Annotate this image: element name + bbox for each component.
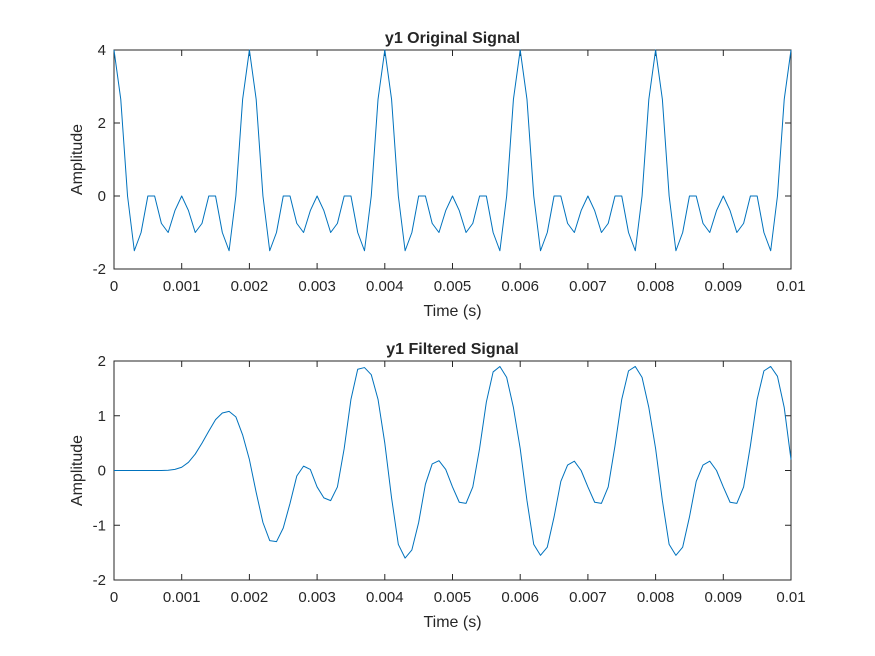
x-tick-label: 0.006 [501,589,539,606]
y-tick-label: 0 [98,188,106,205]
x-axis-label: Time (s) [423,614,481,631]
chart-title: y1 Original Signal [385,30,520,47]
y-tick-label: 2 [98,353,106,370]
x-tick-label: 0.004 [366,589,404,606]
x-tick-label: 0.003 [298,589,336,606]
x-tick-label: 0.009 [705,589,743,606]
x-tick-label: 0 [110,278,118,295]
x-tick-label: 0.007 [569,278,607,295]
x-tick-label: 0.006 [501,278,539,295]
y-tick-label: 4 [98,42,106,59]
y-tick-label: 2 [98,115,106,132]
x-tick-label: 0.005 [434,278,472,295]
y-tick-label: -2 [93,572,106,589]
y-tick-label: 1 [98,408,106,425]
x-tick-label: 0.008 [637,278,675,295]
y-axis-label: Amplitude [69,124,86,195]
y-tick-label: -1 [93,517,106,534]
x-tick-label: 0.004 [366,278,404,295]
y-axis-label: Amplitude [69,435,86,506]
x-tick-label: 0.01 [776,589,805,606]
x-tick-label: 0 [110,589,118,606]
x-tick-label: 0.009 [705,278,743,295]
series-line [114,365,792,559]
original-signal-plot: y1 Original Signal 0 0.001 0.002 0.003 0.004 0… [69,30,806,320]
series-line [113,49,792,252]
x-tick-label: 0.002 [231,589,269,606]
x-tick-label: 0.003 [298,278,336,295]
y-tick-label: 0 [98,463,106,480]
x-axis-label: Time (s) [423,303,481,320]
x-tick-label: 0.005 [434,589,472,606]
filtered-signal-plot: y1 Filtered Signal 0 0.001 0.002 0.003 0.004 0… [69,341,806,631]
x-tick-label: 0.01 [776,278,805,295]
x-tick-label: 0.001 [163,278,201,295]
chart-title: y1 Filtered Signal [386,341,518,358]
x-tick-label: 0.002 [231,278,269,295]
x-tick-label: 0.008 [637,589,675,606]
x-tick-label: 0.007 [569,589,607,606]
y-tick-label: -2 [93,261,106,278]
x-tick-label: 0.001 [163,589,201,606]
